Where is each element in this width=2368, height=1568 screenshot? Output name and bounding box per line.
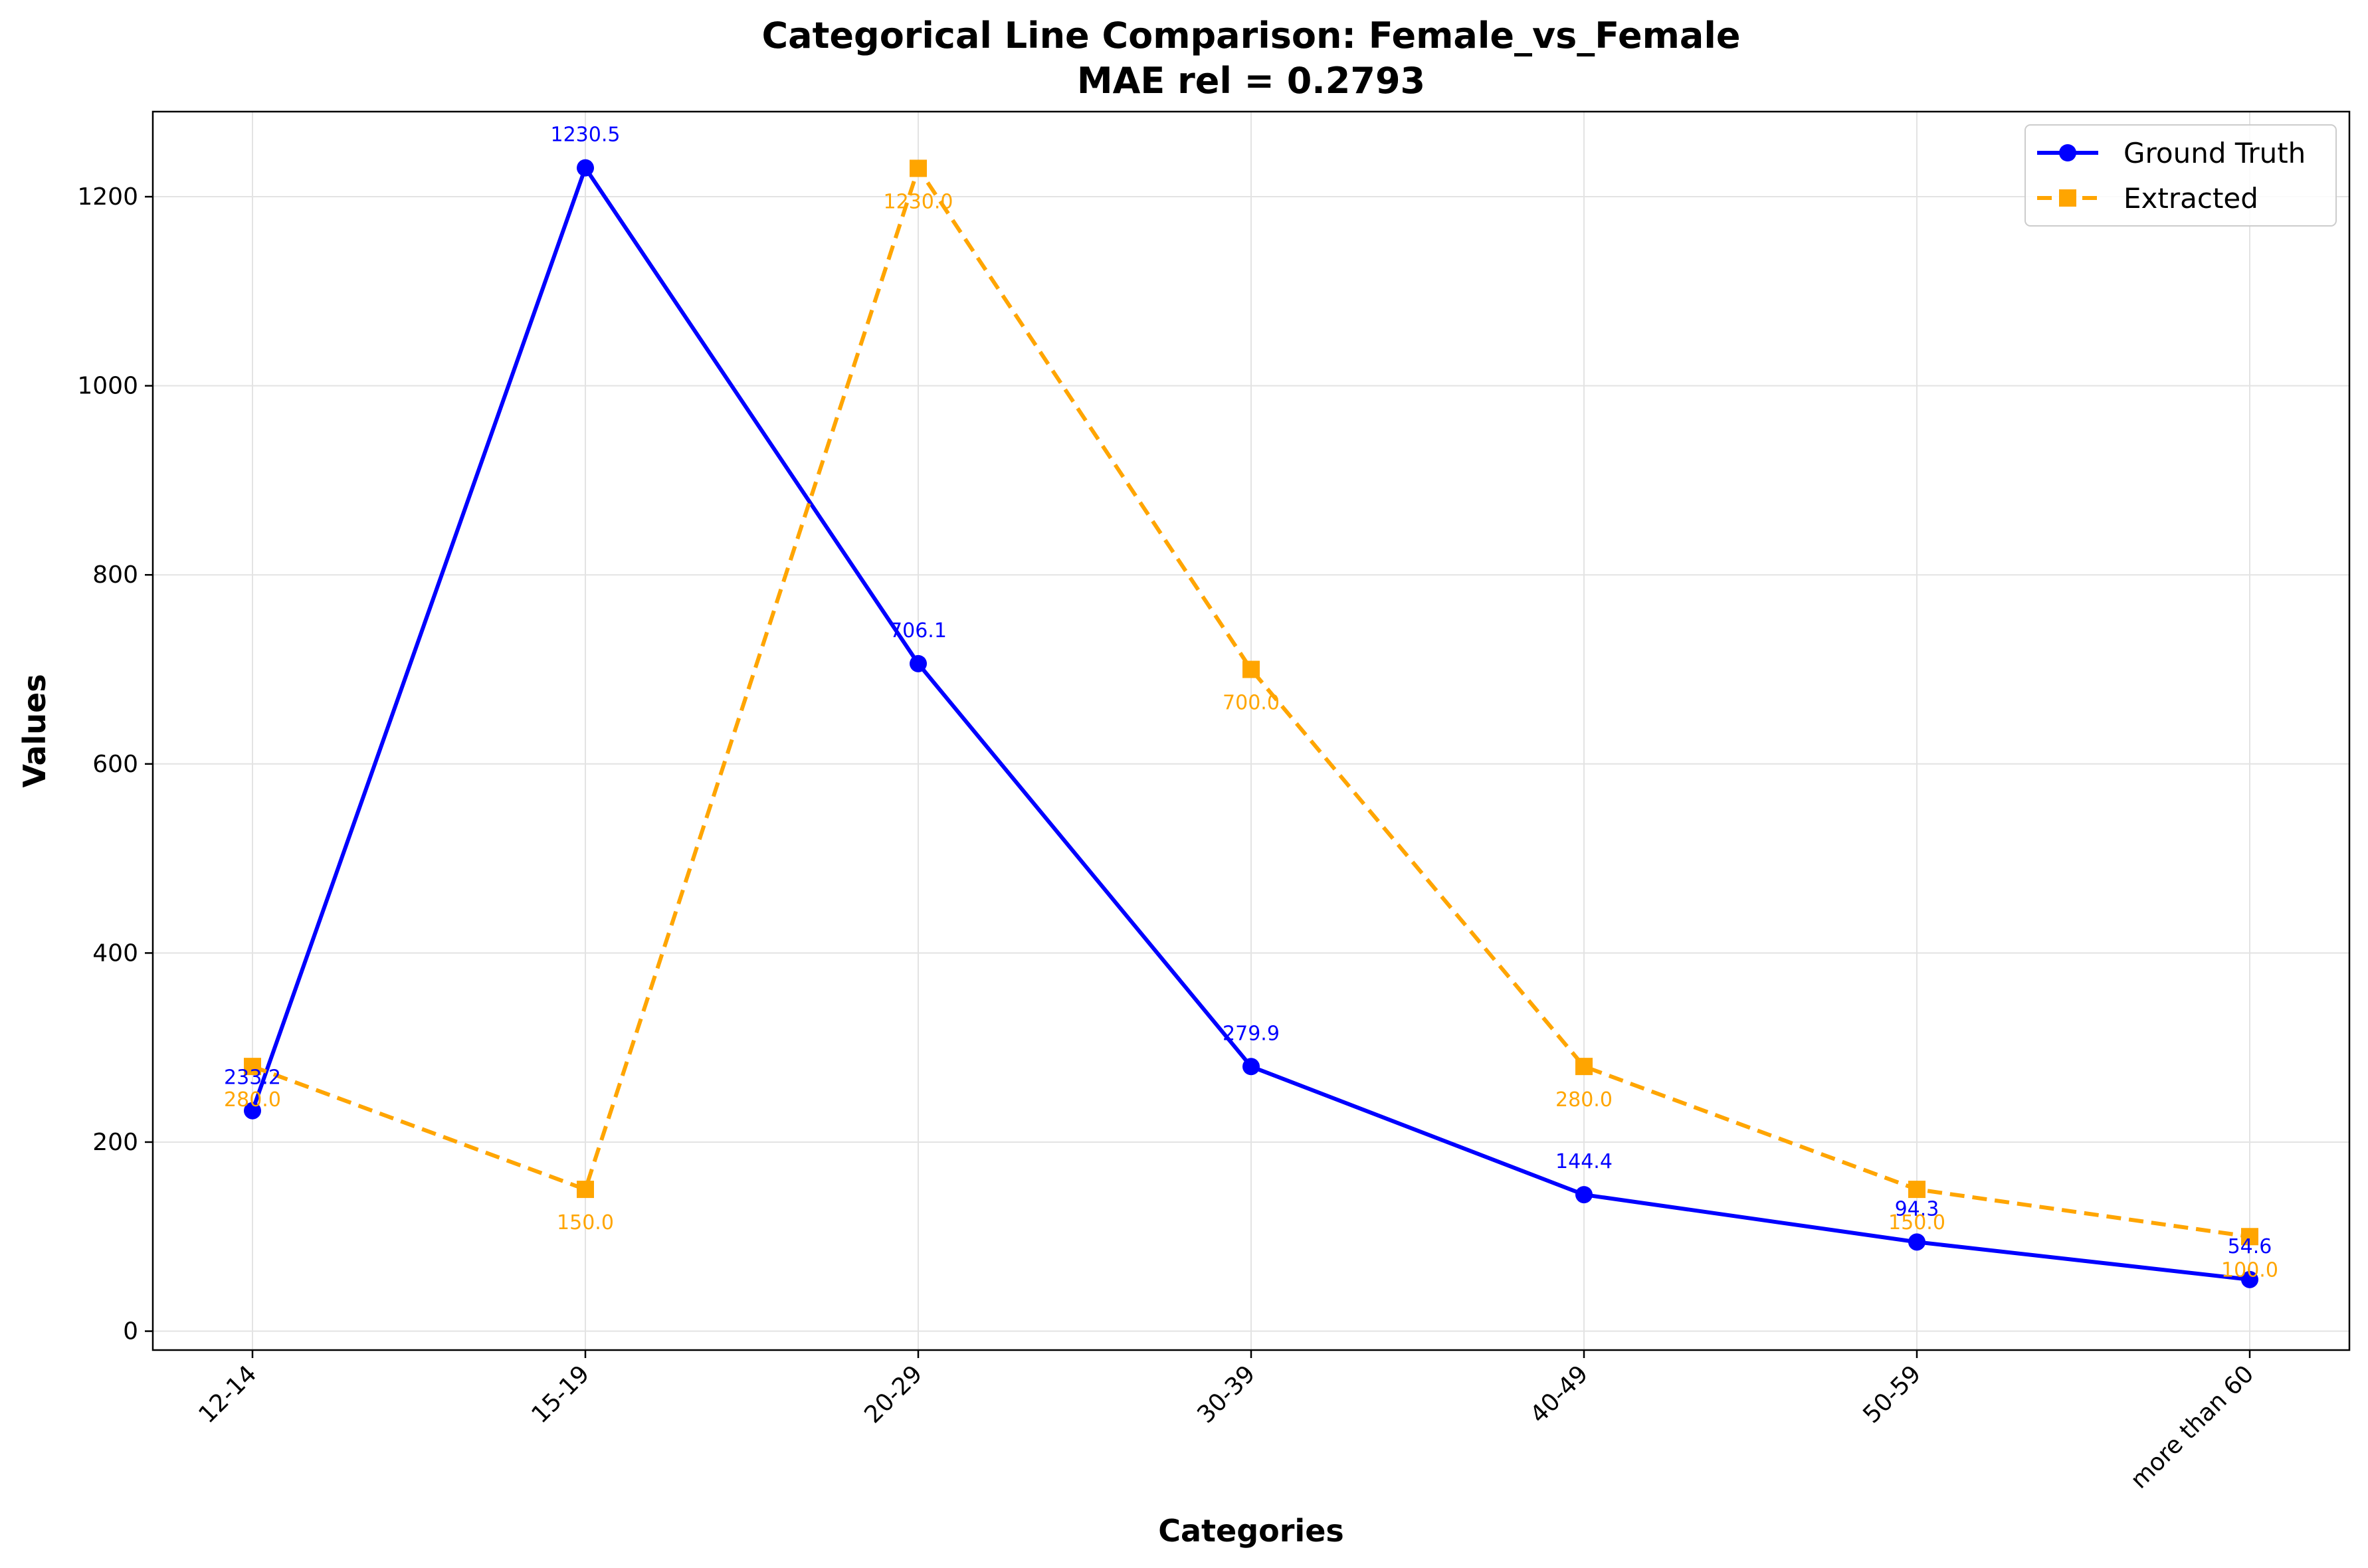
series-marker bbox=[577, 159, 594, 177]
series-marker bbox=[2241, 1270, 2258, 1288]
data-label: 280.0 bbox=[1555, 1088, 1613, 1112]
y-tick-label: 200 bbox=[92, 1129, 138, 1156]
data-label: 706.1 bbox=[890, 619, 947, 642]
data-label: 150.0 bbox=[1888, 1211, 1945, 1234]
y-tick-label: 800 bbox=[92, 561, 138, 589]
data-label: 54.6 bbox=[2228, 1235, 2272, 1258]
series-marker bbox=[577, 1181, 594, 1199]
data-label: 1230.0 bbox=[884, 190, 953, 213]
series-marker bbox=[244, 1058, 261, 1076]
legend-box bbox=[2024, 124, 2337, 227]
series-marker bbox=[1908, 1233, 1925, 1251]
data-label: 144.4 bbox=[1555, 1150, 1613, 1173]
legend-marker bbox=[2059, 189, 2076, 207]
series-marker bbox=[244, 1102, 261, 1120]
legend: Ground Truth Extracted bbox=[2024, 124, 2337, 227]
data-label: 94.3 bbox=[1895, 1197, 1939, 1221]
grid-lines bbox=[153, 112, 2349, 1350]
series-marker bbox=[1575, 1186, 1593, 1204]
data-labels: 233.2 1230.5 706.1 279.9 144.4 94.3 54.6 280.0 1… bbox=[224, 124, 2278, 1282]
data-label: 1230.5 bbox=[551, 124, 621, 147]
data-label: 150.0 bbox=[557, 1211, 614, 1234]
y-tick-label: 1200 bbox=[77, 183, 138, 211]
legend-marker bbox=[2059, 144, 2076, 161]
series-marker bbox=[2241, 1228, 2258, 1246]
legend-label: Ground Truth bbox=[2123, 137, 2306, 169]
y-tick-label: 400 bbox=[92, 939, 138, 967]
y-tick-label: 600 bbox=[92, 751, 138, 778]
y-tick-label: 1000 bbox=[77, 373, 138, 400]
data-label: 280.0 bbox=[224, 1088, 281, 1112]
data-label: 233.2 bbox=[224, 1066, 281, 1090]
y-tick-label: 0 bbox=[123, 1318, 138, 1345]
series-marker bbox=[1242, 660, 1260, 678]
chart-subtitle: MAE rel = 0.2793 bbox=[1077, 60, 1425, 102]
series-marker bbox=[1575, 1058, 1593, 1076]
series-marker bbox=[910, 654, 927, 672]
series-marker bbox=[1242, 1058, 1260, 1076]
x-axis-label: Categories bbox=[1158, 1513, 1344, 1549]
data-label: 100.0 bbox=[2221, 1258, 2278, 1282]
y-axis-label: Values bbox=[17, 674, 52, 787]
series-marker bbox=[910, 159, 927, 177]
data-label: 700.0 bbox=[1223, 692, 1280, 715]
series-marker bbox=[1908, 1181, 1925, 1199]
series-lines bbox=[244, 159, 2258, 1288]
chart-title: Categorical Line Comparison: Female_vs_F… bbox=[762, 15, 1741, 56]
data-label: 279.9 bbox=[1223, 1022, 1280, 1045]
legend-label: Extracted bbox=[2123, 182, 2258, 215]
